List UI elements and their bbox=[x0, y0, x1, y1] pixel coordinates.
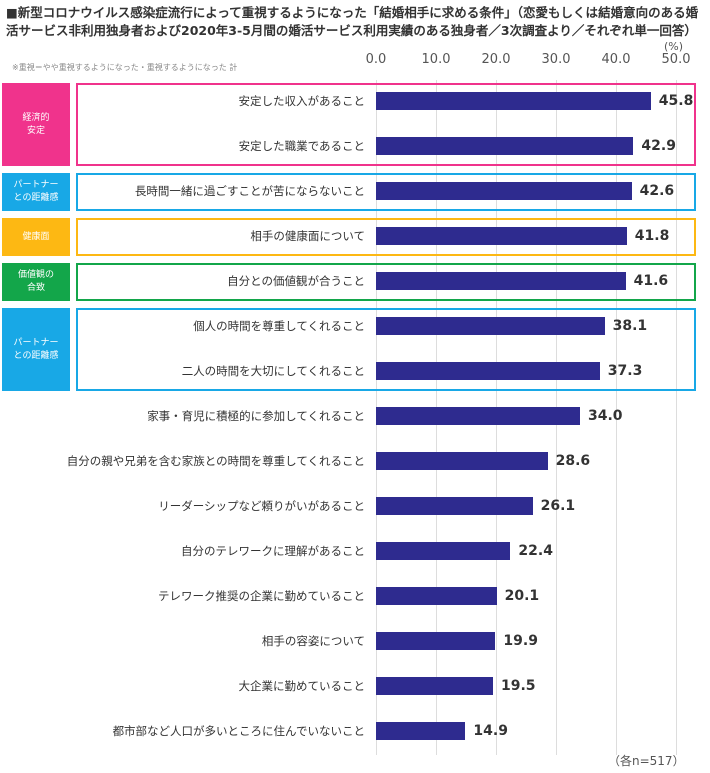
x-tick-label: 50.0 bbox=[661, 52, 691, 67]
x-tick-label: 0.0 bbox=[365, 52, 387, 67]
bar bbox=[376, 542, 511, 560]
data-label: 28.6 bbox=[555, 453, 591, 469]
bar bbox=[376, 92, 651, 110]
category-label: 長時間一緒に過ごすことが苦にならないこと bbox=[134, 184, 365, 198]
chart-note: ※重視＝やや重視するようになった・重視するようになった 計 bbox=[12, 63, 238, 72]
category-label: 自分のテレワークに理解があること bbox=[181, 544, 365, 558]
group-tag: パートナー との距離感 bbox=[2, 173, 70, 211]
category-label: 自分の親や兄弟を含む家族との時間を尊重してくれること bbox=[66, 454, 365, 468]
bar bbox=[376, 632, 496, 650]
bar bbox=[376, 137, 634, 155]
bar bbox=[376, 722, 466, 740]
group-tag: 健康面 bbox=[2, 218, 70, 256]
data-label: 19.5 bbox=[501, 678, 536, 694]
bar bbox=[376, 452, 548, 470]
x-tick-label: 40.0 bbox=[601, 52, 631, 67]
category-label: 相手の健康面について bbox=[250, 229, 365, 243]
category-label: リーダーシップなど頼りがいがあること bbox=[158, 499, 365, 513]
bar bbox=[376, 227, 627, 245]
group-tag: パートナー との距離感 bbox=[2, 308, 70, 391]
category-label: 個人の時間を尊重してくれること bbox=[193, 319, 365, 333]
gridline bbox=[676, 80, 677, 755]
bar bbox=[376, 677, 493, 695]
group-box bbox=[76, 173, 696, 211]
chart-title: ■新型コロナウイルス感染症流行によって重視するようになった「結婚相手に求める条件… bbox=[6, 5, 699, 38]
data-label: 34.0 bbox=[588, 408, 623, 424]
category-label: 相手の容姿について bbox=[261, 634, 365, 648]
unit-label: (%) bbox=[664, 40, 684, 53]
x-tick-label: 30.0 bbox=[541, 52, 571, 67]
data-label: 41.6 bbox=[633, 273, 669, 289]
category-label: 安定した収入があること bbox=[238, 94, 366, 108]
data-label: 42.6 bbox=[639, 183, 675, 199]
bar bbox=[376, 362, 600, 380]
data-label: 41.8 bbox=[634, 228, 670, 244]
group-box bbox=[76, 263, 696, 301]
category-label: 安定した職業であること bbox=[238, 139, 365, 153]
group-tag: 価値観の 合致 bbox=[2, 263, 70, 301]
group-box bbox=[76, 218, 696, 256]
group-tag: 経済的 安定 bbox=[2, 83, 70, 166]
group-box bbox=[76, 308, 696, 391]
bar bbox=[376, 182, 632, 200]
category-label: 家事・育児に積極的に参加してくれること bbox=[147, 409, 365, 423]
bar bbox=[376, 407, 580, 425]
category-label: 大企業に勤めていること bbox=[238, 679, 366, 693]
gridline bbox=[616, 80, 617, 755]
category-label: テレワーク推奨の企業に勤めていること bbox=[158, 589, 365, 603]
data-label: 14.9 bbox=[473, 723, 508, 739]
x-tick-label: 20.0 bbox=[481, 52, 511, 67]
category-label: 都市部など人口が多いところに住んでいないこと bbox=[112, 724, 365, 738]
data-label: 42.9 bbox=[641, 138, 676, 154]
group-box bbox=[76, 83, 696, 166]
bar bbox=[376, 587, 497, 605]
data-label: 26.1 bbox=[540, 498, 576, 514]
data-label: 19.9 bbox=[503, 633, 538, 649]
bar bbox=[376, 497, 533, 515]
data-label: 38.1 bbox=[612, 318, 648, 334]
category-label: 二人の時間を大切にしてくれること bbox=[181, 364, 365, 378]
bar bbox=[376, 272, 626, 290]
sample-size-note: （各n=517） bbox=[608, 754, 685, 768]
data-label: 22.4 bbox=[518, 543, 553, 559]
x-tick-label: 10.0 bbox=[421, 52, 451, 67]
category-label: 自分との価値観が合うこと bbox=[227, 274, 365, 288]
data-label: 45.8 bbox=[658, 93, 694, 109]
data-label: 37.3 bbox=[607, 363, 643, 379]
bar bbox=[376, 317, 605, 335]
data-label: 20.1 bbox=[504, 588, 540, 604]
